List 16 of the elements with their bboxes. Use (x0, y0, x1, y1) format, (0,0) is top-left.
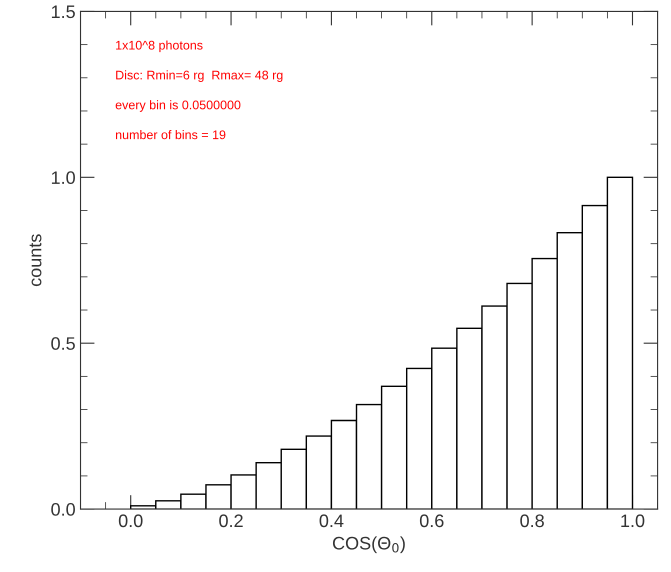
x-axis-title: COS(Θ$_{0}$) (332, 536, 405, 554)
x-tick-label: 0.8 (520, 514, 544, 528)
annotation: every bin is 0.0500000 (116, 100, 240, 112)
y-tick-label: 0.0 (51, 503, 75, 516)
annotation: number of bins = 19 (116, 130, 226, 140)
x-tick-label: 0.4 (320, 514, 344, 528)
y-axis-title: counts (30, 234, 42, 286)
x-tick-label: 0.0 (118, 514, 143, 528)
y-tick-label: 1.0 (52, 171, 75, 184)
x-tick-label: 0.6 (420, 514, 444, 528)
annotation: 1x10^8 photons (116, 40, 203, 52)
y-tick-label: 1.5 (52, 6, 75, 18)
annotation: Disc: Rmin=6 rg Rmax= 48 rg (116, 70, 282, 82)
x-tick-label: 0.2 (219, 514, 243, 528)
y-tick-label: 0.5 (51, 337, 75, 350)
x-tick-label: 1.0 (621, 514, 644, 528)
